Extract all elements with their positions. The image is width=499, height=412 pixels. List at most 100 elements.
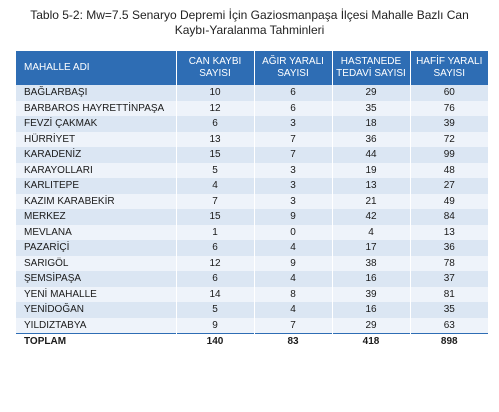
header-light-injured: HAFİF YARALI SAYISI: [410, 51, 488, 85]
cell-light-injured: 84: [410, 209, 488, 225]
cell-light-injured: 37: [410, 271, 488, 287]
cell-neighborhood: BARBAROS HAYRETTİNPAŞA: [16, 100, 177, 116]
cell-severe-injured: 4: [254, 271, 333, 287]
cell-severe-injured: 4: [254, 240, 333, 256]
header-row: MAHALLE ADI CAN KAYBI SAYISI AĞIR YARALI…: [16, 51, 488, 85]
cell-deaths: 6: [176, 240, 255, 256]
cell-hospital-treatment: 16: [332, 302, 411, 318]
cell-neighborhood: ŞEMSİPAŞA: [16, 271, 177, 287]
cell-deaths: 10: [176, 85, 255, 101]
table-row: ŞEMSİPAŞA 6 4 16 37: [16, 271, 488, 287]
cell-neighborhood: HÜRRİYET: [16, 131, 177, 147]
cell-light-injured: 76: [410, 100, 488, 116]
cell-light-injured: 27: [410, 178, 488, 194]
table-caption: Tablo 5-2: Mw=7.5 Senaryo Depremi İçin G…: [0, 8, 499, 38]
cell-light-injured: 49: [410, 193, 488, 209]
table-row: BARBAROS HAYRETTİNPAŞA 12 6 35 76: [16, 100, 488, 116]
total-severe-injured: 83: [254, 333, 333, 350]
cell-severe-injured: 6: [254, 85, 333, 101]
header-deaths: CAN KAYBI SAYISI: [176, 51, 255, 85]
cell-deaths: 14: [176, 286, 255, 302]
table-row: MERKEZ 15 9 42 84: [16, 209, 488, 225]
cell-severe-injured: 7: [254, 317, 333, 334]
table-row: KARAYOLLARI 5 3 19 48: [16, 162, 488, 178]
cell-severe-injured: 8: [254, 286, 333, 302]
cell-light-injured: 78: [410, 255, 488, 271]
cell-severe-injured: 0: [254, 224, 333, 240]
cell-deaths: 1: [176, 224, 255, 240]
table-row: MEVLANA 1 0 4 13: [16, 224, 488, 240]
caption-line-2: Kaybı-Yaralanma Tahminleri: [174, 23, 325, 37]
table-row: HÜRRİYET 13 7 36 72: [16, 131, 488, 147]
cell-hospital-treatment: 42: [332, 209, 411, 225]
cell-neighborhood: MERKEZ: [16, 209, 177, 225]
cell-light-injured: 48: [410, 162, 488, 178]
cell-hospital-treatment: 35: [332, 100, 411, 116]
cell-severe-injured: 6: [254, 100, 333, 116]
cell-hospital-treatment: 39: [332, 286, 411, 302]
table-row: KAZIM KARABEKİR 7 3 21 49: [16, 193, 488, 209]
cell-neighborhood: KARLITEPE: [16, 178, 177, 194]
cell-light-injured: 39: [410, 116, 488, 132]
cell-hospital-treatment: 19: [332, 162, 411, 178]
header-severe-injured: AĞIR YARALI SAYISI: [254, 51, 333, 85]
cell-neighborhood: BAĞLARBAŞI: [16, 85, 177, 101]
cell-severe-injured: 3: [254, 116, 333, 132]
caption-line-1: Tablo 5-2: Mw=7.5 Senaryo Depremi İçin G…: [30, 8, 469, 22]
total-hospital-treatment: 418: [332, 333, 411, 350]
cell-hospital-treatment: 36: [332, 131, 411, 147]
table-row: KARADENİZ 15 7 44 99: [16, 147, 488, 163]
cell-neighborhood: YENİDOĞAN: [16, 302, 177, 318]
header-neighborhood: MAHALLE ADI: [16, 51, 177, 85]
header-hospital-treatment: HASTANEDE TEDAVİ SAYISI: [332, 51, 411, 85]
cell-hospital-treatment: 16: [332, 271, 411, 287]
cell-deaths: 6: [176, 116, 255, 132]
cell-deaths: 4: [176, 178, 255, 194]
cell-deaths: 7: [176, 193, 255, 209]
cell-light-injured: 13: [410, 224, 488, 240]
cell-neighborhood: PAZARİÇİ: [16, 240, 177, 256]
cell-hospital-treatment: 21: [332, 193, 411, 209]
cell-light-injured: 36: [410, 240, 488, 256]
cell-hospital-treatment: 4: [332, 224, 411, 240]
total-row: TOPLAM 140 83 418 898: [16, 333, 488, 350]
cell-severe-injured: 7: [254, 147, 333, 163]
table-row: BAĞLARBAŞI 10 6 29 60: [16, 85, 488, 101]
table-body: BAĞLARBAŞI 10 6 29 60 BARBAROS HAYRETTİNPAŞA 1…: [16, 85, 488, 350]
cell-hospital-treatment: 13: [332, 178, 411, 194]
cell-severe-injured: 3: [254, 162, 333, 178]
total-deaths: 140: [176, 333, 255, 350]
cell-light-injured: 81: [410, 286, 488, 302]
cell-severe-injured: 3: [254, 193, 333, 209]
table-row: YENİDOĞAN 5 4 16 35: [16, 302, 488, 318]
casualty-table: MAHALLE ADI CAN KAYBI SAYISI AĞIR YARALI…: [16, 51, 488, 350]
cell-light-injured: 99: [410, 147, 488, 163]
cell-deaths: 13: [176, 131, 255, 147]
cell-neighborhood: KARADENİZ: [16, 147, 177, 163]
table-row: PAZARİÇİ 6 4 17 36: [16, 240, 488, 256]
cell-deaths: 5: [176, 162, 255, 178]
cell-light-injured: 63: [410, 317, 488, 334]
table-row: YILDIZTABYA 9 7 29 63: [16, 317, 488, 334]
cell-severe-injured: 9: [254, 209, 333, 225]
cell-light-injured: 60: [410, 85, 488, 101]
cell-severe-injured: 4: [254, 302, 333, 318]
cell-deaths: 12: [176, 255, 255, 271]
cell-neighborhood: MEVLANA: [16, 224, 177, 240]
cell-deaths: 6: [176, 271, 255, 287]
cell-severe-injured: 3: [254, 178, 333, 194]
cell-hospital-treatment: 29: [332, 85, 411, 101]
cell-hospital-treatment: 44: [332, 147, 411, 163]
cell-neighborhood: YILDIZTABYA: [16, 317, 177, 334]
cell-hospital-treatment: 17: [332, 240, 411, 256]
cell-neighborhood: FEVZİ ÇAKMAK: [16, 116, 177, 132]
table-row: YENİ MAHALLE 14 8 39 81: [16, 286, 488, 302]
cell-neighborhood: KAZIM KARABEKİR: [16, 193, 177, 209]
cell-light-injured: 35: [410, 302, 488, 318]
cell-hospital-treatment: 29: [332, 317, 411, 334]
cell-hospital-treatment: 18: [332, 116, 411, 132]
cell-neighborhood: SARIGÖL: [16, 255, 177, 271]
cell-deaths: 9: [176, 317, 255, 334]
cell-neighborhood: YENİ MAHALLE: [16, 286, 177, 302]
